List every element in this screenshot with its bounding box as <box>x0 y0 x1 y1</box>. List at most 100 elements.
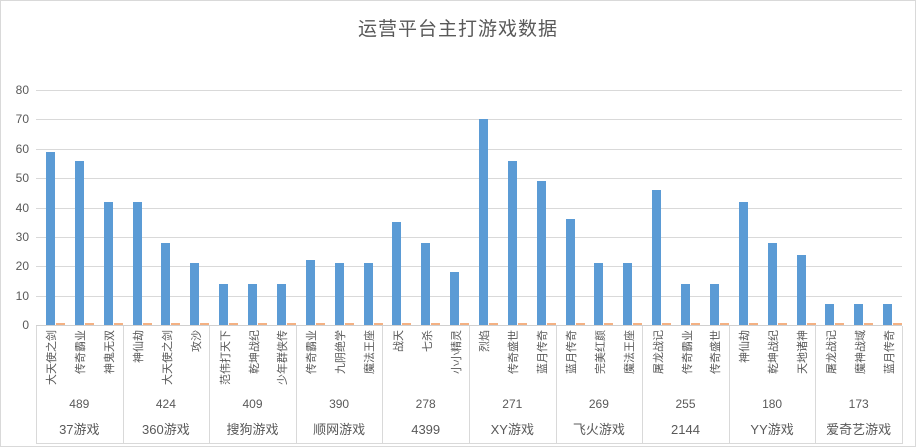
secondary-bar <box>460 323 470 325</box>
x-axis-game-label: 九阴绝学 <box>335 330 348 374</box>
y-axis-tick-label: 60 <box>15 141 29 156</box>
platform-name-label: YY游戏 <box>750 422 794 437</box>
group-separator <box>295 326 297 444</box>
x-axis-game-label: 范伟打天下 <box>219 330 232 385</box>
x-axis-game-label: 魔法王座 <box>623 330 636 374</box>
secondary-bar <box>662 323 672 325</box>
bar <box>854 304 864 325</box>
group-separator <box>209 326 211 444</box>
group-total-label: 278 <box>415 397 436 411</box>
bar <box>883 304 893 325</box>
bar <box>594 263 604 325</box>
platform-name-label: 飞火游戏 <box>572 422 625 437</box>
secondary-bar <box>55 323 65 325</box>
bar <box>334 263 344 325</box>
bar <box>565 219 575 326</box>
y-axis-tick-label: 80 <box>15 83 29 97</box>
secondary-bar <box>604 323 614 325</box>
gridline <box>36 266 902 268</box>
x-axis-game-label: 神鬼无双 <box>104 330 117 374</box>
platform-name-label: 37游戏 <box>59 422 100 437</box>
gridline <box>36 119 902 121</box>
x-axis-game-label: 战天 <box>392 330 405 352</box>
secondary-bar <box>777 323 787 325</box>
bar <box>132 201 142 325</box>
group-separator <box>469 326 470 444</box>
secondary-bar <box>546 323 556 325</box>
secondary-bar <box>286 323 296 325</box>
group-total-label: 409 <box>242 397 263 411</box>
platform-name-label: XY游戏 <box>490 422 534 437</box>
bar <box>450 272 460 325</box>
gridline <box>36 236 902 238</box>
bar <box>767 242 777 326</box>
group-total-label: 269 <box>588 397 609 411</box>
x-axis-game-label: 七杀 <box>421 330 434 352</box>
x-axis-game-label: 蓝月传奇 <box>566 330 578 374</box>
platform-name-label: 4399 <box>411 422 441 437</box>
y-axis-tick-label: 40 <box>15 200 29 215</box>
group-total-label: 180 <box>762 397 783 411</box>
x-axis-game-label: 乾坤战纪 <box>248 330 261 374</box>
secondary-bar <box>84 323 94 325</box>
group-total-label: 173 <box>848 397 869 411</box>
bar <box>363 263 373 325</box>
x-axis-game-label: 少年群侠传 <box>277 330 290 385</box>
bar <box>161 242 171 326</box>
secondary-bar <box>344 323 354 325</box>
gridline <box>36 90 902 91</box>
x-axis-game-label: 魔神战域 <box>854 330 867 374</box>
bar <box>536 181 546 325</box>
secondary-bar <box>806 323 816 325</box>
group-total-label: 489 <box>69 397 90 411</box>
x-axis-game-label: 蓝月传奇 <box>883 330 896 374</box>
group-separator <box>382 326 384 444</box>
bar <box>738 201 748 325</box>
x-axis-game-label: 传奇霸业 <box>306 330 319 374</box>
x-axis-game-label: 传奇霸业 <box>681 330 694 374</box>
secondary-bar <box>893 323 903 325</box>
group-total-label: 255 <box>675 397 696 411</box>
bar <box>392 222 402 325</box>
bar <box>219 283 229 325</box>
y-axis-tick-label: 30 <box>15 229 29 244</box>
secondary-bar <box>402 323 412 325</box>
x-axis-game-label: 天地诸神 <box>797 330 809 374</box>
y-axis-tick-label: 10 <box>15 288 29 303</box>
bar <box>305 260 315 325</box>
bar <box>478 119 488 325</box>
bar <box>507 160 517 325</box>
bar <box>825 304 835 325</box>
y-axis-tick-label: 50 <box>15 171 29 186</box>
gridline <box>36 178 902 180</box>
bar <box>276 283 286 325</box>
group-separator <box>36 326 37 444</box>
x-axis-game-label: 传奇盛世 <box>710 330 723 374</box>
x-axis-game-label: 屠龙战记 <box>652 330 665 374</box>
secondary-bar <box>835 323 845 325</box>
bar <box>796 254 806 325</box>
bar <box>103 201 113 325</box>
secondary-bar <box>171 323 181 325</box>
secondary-bar <box>431 323 441 325</box>
group-separator <box>815 326 817 444</box>
group-total-label: 271 <box>502 397 523 411</box>
platform-name-label: 搜狗游戏 <box>226 422 279 437</box>
secondary-bar <box>229 323 239 325</box>
x-axis-game-label: 魔法王座 <box>364 330 376 374</box>
x-axis-game-label: 神仙劫 <box>739 330 752 363</box>
label-area-bottom-line <box>36 443 902 444</box>
secondary-bar <box>373 323 383 325</box>
platform-name-label: 顺网游戏 <box>313 422 366 437</box>
group-separator <box>122 326 124 444</box>
x-axis-game-label: 屠龙战记 <box>825 330 838 374</box>
bar <box>74 160 84 325</box>
y-axis-tick-label: 0 <box>22 318 29 332</box>
x-axis-game-label: 乾坤战纪 <box>768 330 781 374</box>
chart-title: 运营平台主打游戏数据 <box>357 19 558 40</box>
gridline <box>36 295 902 297</box>
x-axis-game-label: 完美红颜 <box>594 330 607 374</box>
platform-name-label: 爱奇艺游戏 <box>826 422 892 437</box>
bar <box>652 189 662 325</box>
